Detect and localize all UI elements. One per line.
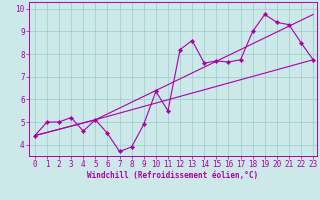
X-axis label: Windchill (Refroidissement éolien,°C): Windchill (Refroidissement éolien,°C) bbox=[87, 171, 258, 180]
